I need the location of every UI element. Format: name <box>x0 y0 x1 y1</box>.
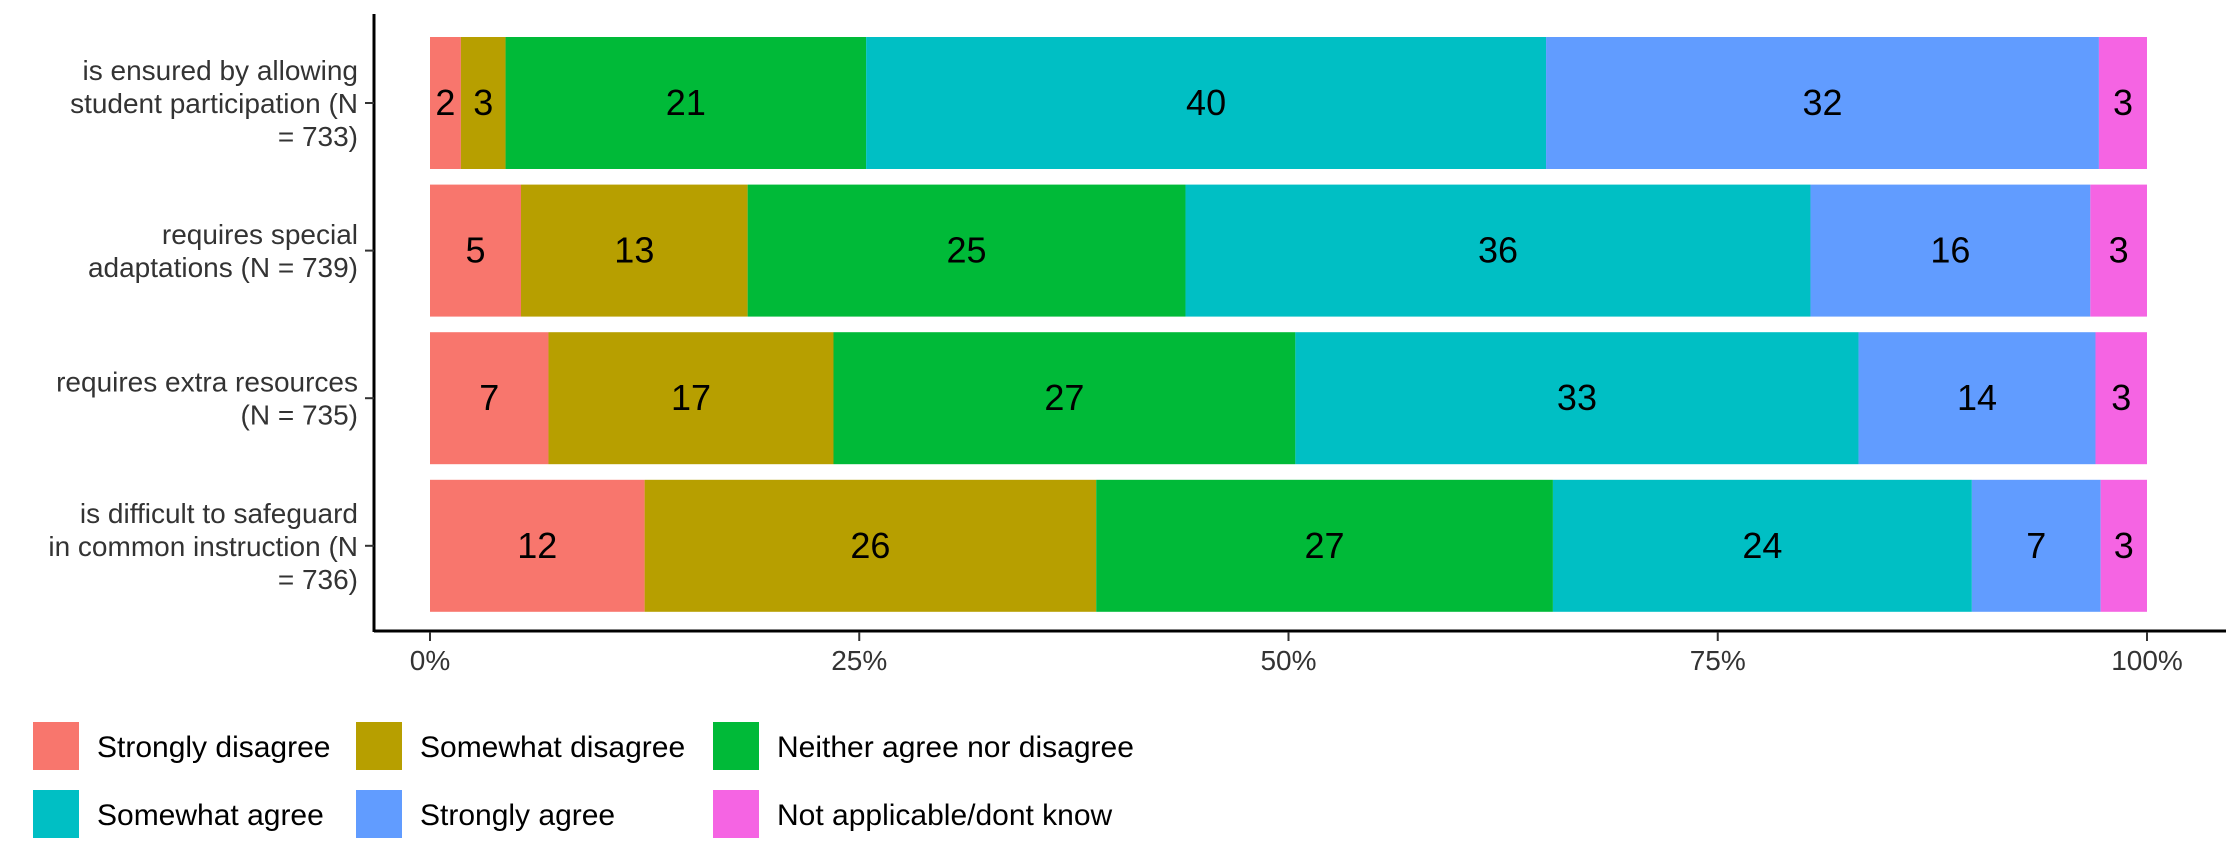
bar-segment <box>460 37 506 169</box>
bar-segment <box>505 37 867 169</box>
bar-segment <box>430 37 461 169</box>
data-label: 21 <box>666 82 706 123</box>
legend-label: Somewhat disagree <box>420 731 685 764</box>
data-label: 33 <box>1557 377 1597 418</box>
data-label: 36 <box>1478 230 1518 271</box>
data-label: 14 <box>1957 377 1997 418</box>
bar-segment <box>644 479 1097 612</box>
category-label: = 733) <box>278 121 358 152</box>
category-label: = 736) <box>278 564 358 595</box>
bar-labels-layer: 2 3 21 40 32 35 13 25 36 16 37 17 27 33 14 312 26 27 24 7 3 <box>435 82 2133 566</box>
bar-segment <box>430 184 522 317</box>
legend-label: Strongly disagree <box>97 731 330 764</box>
bar-segment <box>548 332 834 465</box>
bar-segment <box>833 332 1296 465</box>
data-label: 16 <box>1930 230 1970 271</box>
category-label: (N = 735) <box>241 400 359 431</box>
category-label: is ensured by allowing <box>83 55 359 86</box>
bar-segment <box>747 184 1186 317</box>
x-tick-label: 100% <box>2111 645 2183 676</box>
data-label: 3 <box>2114 525 2134 566</box>
bar-segment <box>521 184 748 317</box>
legend-swatch <box>713 722 759 770</box>
bar-segment <box>1295 332 1859 465</box>
category-label: requires special <box>162 219 358 250</box>
data-label: 40 <box>1186 82 1226 123</box>
data-label: 3 <box>2111 377 2131 418</box>
legend-swatch <box>33 790 79 838</box>
data-label: 7 <box>2026 525 2046 566</box>
legend-swatch <box>356 722 402 770</box>
legend-swatch <box>356 790 402 838</box>
category-label: requires extra resources <box>56 367 358 398</box>
data-label: 27 <box>1305 525 1345 566</box>
axes-layer <box>372 14 2226 633</box>
data-label: 3 <box>2113 82 2133 123</box>
data-label: 24 <box>1742 525 1782 566</box>
data-label: 7 <box>479 377 499 418</box>
category-label: in common instruction (N <box>48 531 358 562</box>
bar-segment <box>1810 184 2091 317</box>
legend-label: Not applicable/dont know <box>777 799 1113 832</box>
data-label: 32 <box>1802 82 1842 123</box>
bar-segment <box>1971 479 2101 612</box>
ticks-layer: 0% 25% 50% 75% 100% <box>365 102 2183 676</box>
data-label: 3 <box>473 82 493 123</box>
bar-segment <box>1552 479 1972 612</box>
legend-label: Somewhat agree <box>97 799 324 832</box>
bar-segment <box>1858 332 2096 465</box>
x-tick-label: 75% <box>1690 645 1746 676</box>
legend-label: Neither agree nor disagree <box>777 731 1134 764</box>
bar-segment <box>430 479 645 612</box>
bar-segment <box>1185 184 1811 317</box>
bar-segment <box>1546 37 2099 169</box>
legend-swatch <box>33 722 79 770</box>
data-label: 13 <box>614 230 654 271</box>
bar-segment <box>2100 479 2147 612</box>
data-label: 25 <box>947 230 987 271</box>
bar-segment <box>866 37 1547 169</box>
data-label: 3 <box>2109 230 2129 271</box>
category-label: student participation (N <box>70 88 358 119</box>
data-label: 12 <box>517 525 557 566</box>
data-label: 2 <box>435 82 455 123</box>
bar-segment <box>2095 332 2147 465</box>
x-tick-label: 25% <box>831 645 887 676</box>
data-label: 27 <box>1044 377 1084 418</box>
bar-segment <box>2090 184 2147 317</box>
legend-swatch <box>713 790 759 838</box>
bar-segment <box>430 332 549 465</box>
data-label: 26 <box>850 525 890 566</box>
legend: Strongly disagree Somewhat disagree Neithe… <box>33 722 1134 838</box>
data-label: 17 <box>671 377 711 418</box>
bars-layer <box>430 37 2147 612</box>
category-label: is difficult to safeguard <box>80 498 358 529</box>
bar-segment <box>1096 479 1553 612</box>
bar-segment <box>2098 37 2147 169</box>
x-tick-label: 0% <box>410 645 450 676</box>
data-label: 5 <box>465 230 485 271</box>
category-label: adaptations (N = 739) <box>88 252 358 283</box>
x-tick-label: 50% <box>1260 645 1316 676</box>
legend-label: Strongly agree <box>420 799 615 832</box>
